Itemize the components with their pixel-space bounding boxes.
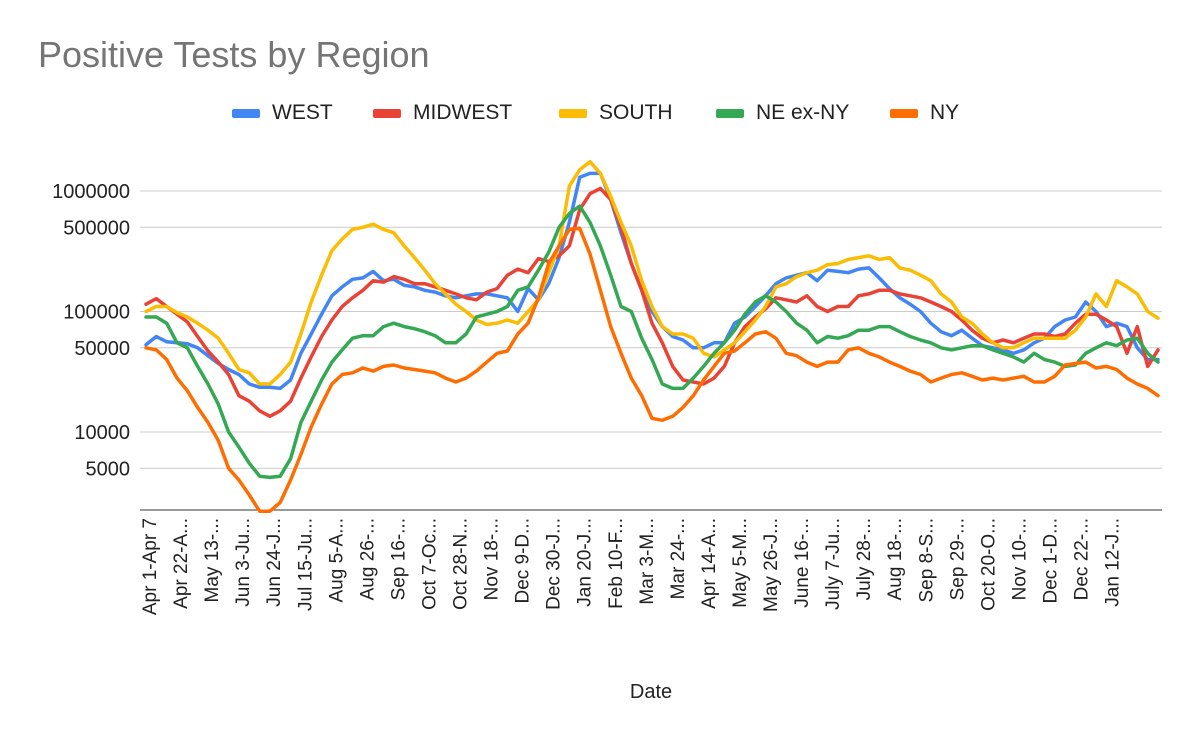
legend-label: WEST <box>272 101 333 124</box>
x-tick-label: Apr 1-Apr 7 <box>140 518 161 615</box>
x-tick-label: Oct 7-Oc... <box>419 518 440 610</box>
x-tick-label: May 26-J... <box>761 518 782 612</box>
x-tick-label: Mar 3-M... <box>637 518 658 605</box>
x-tick-label: Feb 10-F... <box>606 518 627 609</box>
x-tick-label: May 5-M... <box>730 518 751 608</box>
x-tick-label: Jan 20-J... <box>575 518 596 607</box>
legend-swatch <box>890 108 918 118</box>
x-tick-label: Jul 15-Ju... <box>295 518 316 611</box>
legend-label: MIDWEST <box>413 101 513 124</box>
x-tick-label: May 13-... <box>202 518 223 602</box>
x-tick-label: Dec 9-D... <box>513 518 534 604</box>
x-tick-label: Jan 12-J... <box>1103 518 1124 607</box>
legend-label: SOUTH <box>599 101 673 124</box>
chart-title: Positive Tests by Region <box>38 34 430 75</box>
x-tick-label: Sep 8-S... <box>916 518 937 603</box>
legend-item: NY <box>890 99 959 127</box>
x-tick-label: Oct 20-O... <box>978 518 999 611</box>
x-tick-label: Jun 3-Ju... <box>233 518 254 607</box>
y-tick-label: 100000 <box>63 302 130 324</box>
x-tick-label: Apr 22-A... <box>171 518 192 609</box>
x-tick-label: Jun 24-J... <box>264 518 285 607</box>
x-tick-label: Oct 28-N... <box>451 518 472 610</box>
x-tick-label: Dec 30-J... <box>544 518 565 610</box>
x-tick-label: Dec 1-D... <box>1040 518 1061 604</box>
legend-swatch <box>559 108 587 118</box>
x-tick-label: Aug 26-... <box>357 518 378 600</box>
x-tick-label: Apr 14-A... <box>699 518 720 609</box>
legend-label: NY <box>930 101 960 124</box>
legend-swatch <box>373 108 401 118</box>
y-tick-label: 1000000 <box>52 181 130 203</box>
x-tick-label: Mar 24-... <box>668 518 689 599</box>
x-axis-title: Date <box>630 681 672 703</box>
series-line-ny <box>144 226 1160 513</box>
x-tick-label: Sep 16-... <box>388 518 409 600</box>
x-tick-label: Dec 22-... <box>1072 518 1093 600</box>
y-tick-label: 50000 <box>74 338 130 360</box>
x-tick-label: July 7-Ju... <box>823 518 844 610</box>
chart-legend: WEST MIDWEST SOUTH NE ex-NY NY <box>0 99 1200 127</box>
x-tick-label: Nov 18-... <box>482 518 503 600</box>
legend-swatch <box>232 108 260 118</box>
legend-item: MIDWEST <box>373 99 512 127</box>
x-tick-label: Nov 10-... <box>1009 518 1030 600</box>
x-tick-label: Aug 5-A... <box>326 518 347 603</box>
series-line-ne-ex-ny <box>144 204 1160 480</box>
y-tick-label: 5000 <box>86 458 131 480</box>
legend-item: WEST <box>232 99 333 127</box>
series-line-south <box>144 159 1160 386</box>
legend-label: NE ex-NY <box>756 101 850 124</box>
x-tick-label: July 28-... <box>854 518 875 600</box>
y-tick-label: 10000 <box>74 422 130 444</box>
x-tick-label: Sep 29-... <box>947 518 968 600</box>
legend-swatch <box>716 108 744 118</box>
y-tick-label: 500000 <box>63 217 130 239</box>
x-tick-label: June 16-... <box>792 518 813 608</box>
x-tick-label: Aug 18-... <box>885 518 906 600</box>
legend-item: SOUTH <box>559 99 673 127</box>
legend-item: NE ex-NY <box>716 99 849 127</box>
